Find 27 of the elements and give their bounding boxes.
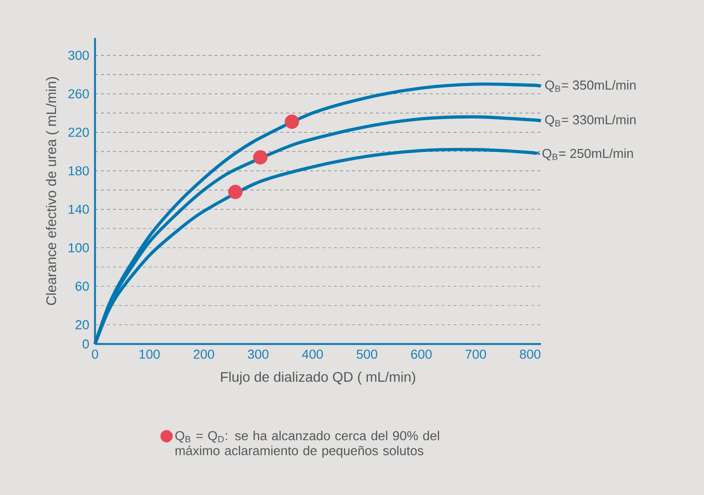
point	[253, 150, 268, 164]
y-tick-label: 140	[68, 204, 89, 214]
series-label: Q$_{B}$= 250mL/min	[542, 148, 633, 160]
point	[228, 184, 243, 200]
y-tick-label: 180	[68, 166, 89, 176]
y-axis-title: Clearance efectivo de urea ( mL/min)	[46, 77, 59, 306]
x-tick-label: 300	[248, 350, 268, 359]
x-tick-label: 800	[520, 350, 540, 359]
x-tick-label: 500	[356, 350, 378, 359]
y-tick-label: 20	[76, 320, 89, 330]
x-axis-title: Flujo de dializado QD ( mL/min)	[221, 372, 416, 385]
series-label: Q$_{B}$= 350mL/min	[545, 80, 636, 92]
y-tick-label: 220	[68, 128, 89, 137]
x-tick-label: 100	[140, 350, 160, 359]
y-tick-label: 0	[82, 339, 89, 349]
y-tick-label: 300	[68, 50, 89, 60]
point	[284, 114, 300, 129]
series-label: Q$_{B}$= 330mL/min	[545, 114, 636, 127]
x-tick-label: 200	[194, 350, 214, 359]
y-tick-label: 100	[68, 243, 89, 252]
x-tick-label: 0	[92, 350, 98, 359]
y-tick-label: 260	[68, 89, 89, 98]
y-tick-label: 60	[76, 282, 89, 291]
x-tick-label: 700	[466, 350, 486, 359]
legend-label: Q$_{B}$ = Q$_{D}$: se ha alcanzado cerca del 90% del máximo aclaramiento de pequeños solutos	[175, 430, 440, 458]
x-tick-label: 600	[411, 350, 432, 359]
x-tick-label: 400	[302, 350, 323, 359]
